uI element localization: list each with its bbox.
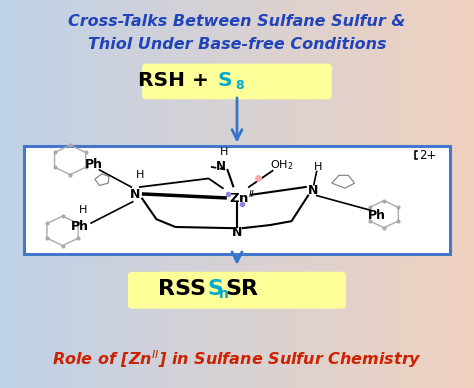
- Text: RSH +: RSH +: [138, 71, 216, 90]
- Text: S: S: [217, 71, 232, 90]
- Text: S: S: [207, 279, 223, 299]
- Text: Ph: Ph: [71, 220, 89, 234]
- Text: N: N: [215, 159, 226, 173]
- Text: Thiol Under Base-free Conditions: Thiol Under Base-free Conditions: [88, 37, 386, 52]
- Text: Cross-Talks Between Sulfane Sulfur &: Cross-Talks Between Sulfane Sulfur &: [68, 14, 406, 29]
- FancyBboxPatch shape: [128, 272, 346, 309]
- FancyBboxPatch shape: [142, 64, 332, 99]
- Text: H: H: [79, 204, 87, 215]
- Text: Role of [Zn$^{II}$] in Sulfane Sulfur Chemistry: Role of [Zn$^{II}$] in Sulfane Sulfur Ch…: [52, 348, 422, 370]
- Text: 2+: 2+: [419, 149, 437, 162]
- Text: n: n: [219, 287, 229, 301]
- Text: Zn$^{II}$: Zn$^{II}$: [228, 190, 255, 206]
- Text: H: H: [313, 162, 322, 172]
- Text: 8: 8: [236, 79, 244, 92]
- Text: N: N: [308, 184, 318, 197]
- Text: N: N: [130, 187, 140, 201]
- Text: OH$_2$: OH$_2$: [270, 158, 294, 172]
- Text: H: H: [219, 147, 228, 157]
- FancyBboxPatch shape: [24, 146, 450, 254]
- Text: Ph: Ph: [85, 158, 103, 171]
- Text: N: N: [232, 226, 242, 239]
- Text: RSS: RSS: [158, 279, 206, 299]
- Text: H: H: [136, 170, 144, 180]
- Text: Ph: Ph: [368, 209, 386, 222]
- Text: SR: SR: [225, 279, 258, 299]
